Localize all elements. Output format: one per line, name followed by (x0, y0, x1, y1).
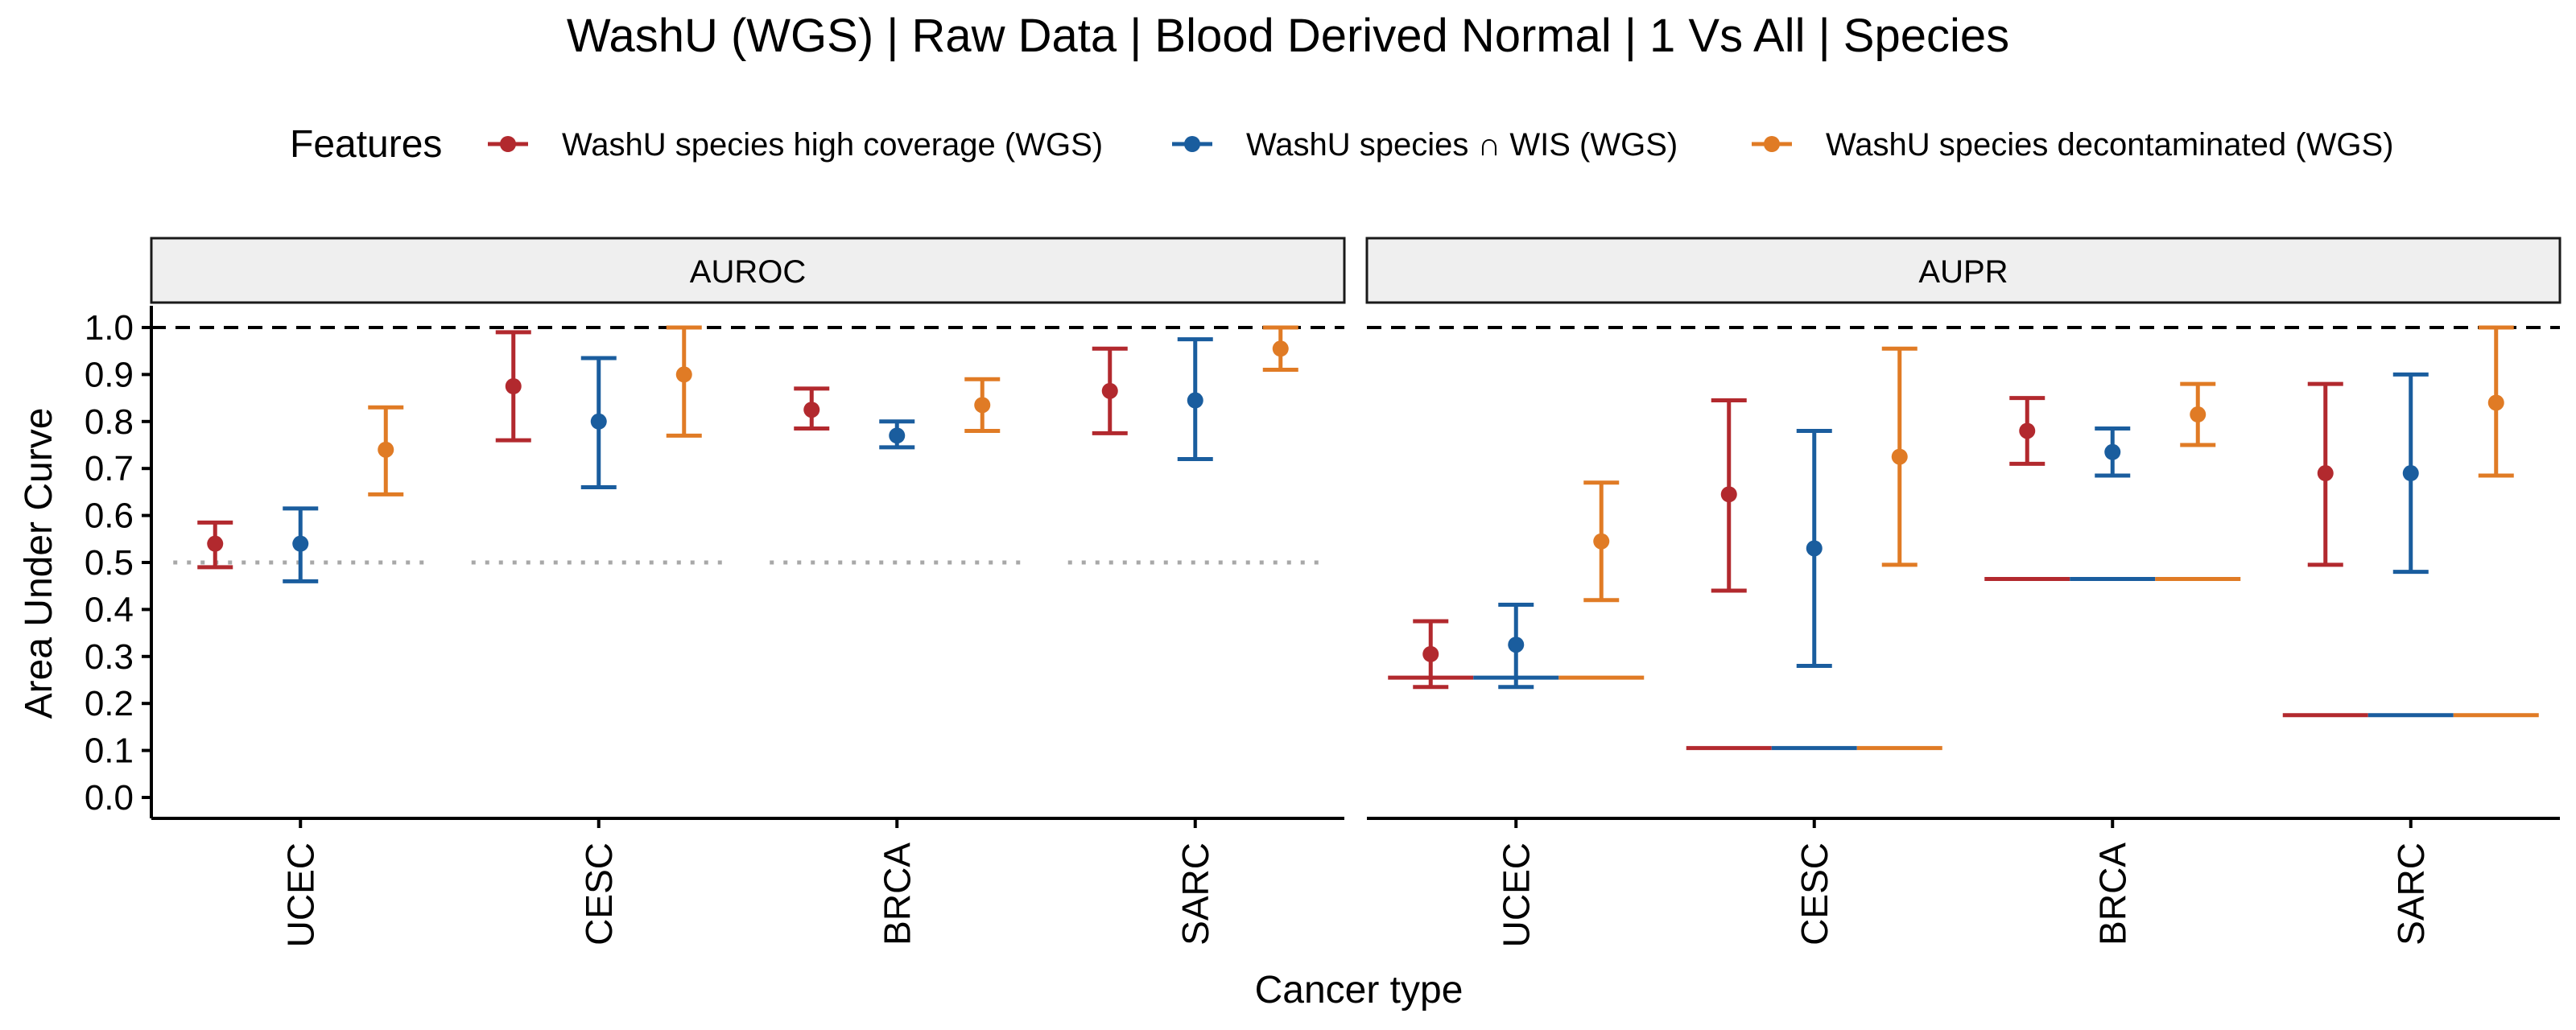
y-tick-label: 0.4 (85, 590, 134, 629)
data-point (2104, 443, 2121, 460)
data-point (1891, 448, 1908, 465)
data-point (207, 535, 224, 552)
y-tick-label: 0.5 (85, 543, 134, 583)
data-point (1101, 382, 1118, 399)
data-point (675, 366, 692, 383)
x-tick-label: BRCA (2091, 843, 2133, 946)
data-point (1187, 392, 1203, 409)
data-point (974, 397, 991, 414)
panel-strip-label: AUROC (690, 254, 806, 290)
data-point (505, 378, 522, 394)
x-tick-label: UCEC (1495, 843, 1537, 947)
data-point (2487, 394, 2504, 411)
panels: AUROC UCEC CESC BRCA SARC 0.0 0.1 0.2 0.3 0.4 0.5 0… (85, 237, 2562, 947)
legend-entry-label: WashU species high coverage (WGS) (562, 127, 1103, 163)
y-tick-label: 0.0 (85, 778, 134, 818)
y-tick-label: 0.9 (85, 355, 134, 394)
x-tick-label: CESC (1794, 843, 1835, 946)
legend-entry-label: WashU species decontaminated (WGS) (1826, 127, 2393, 163)
x-tick-label: SARC (2390, 843, 2432, 946)
x-tick-label: CESC (578, 843, 620, 946)
data-point (2317, 465, 2334, 482)
data-point (1272, 340, 1289, 357)
data-point (2190, 406, 2207, 423)
x-axis-label: Cancer type (1255, 969, 1463, 1011)
panel-aupr: AUPR UCEC CESC BRCA SARC (1365, 237, 2562, 947)
data-point (1593, 533, 1610, 550)
data-point (1508, 637, 1525, 653)
panel-auroc: AUROC UCEC CESC BRCA SARC 0.0 0.1 0.2 0.3 0.4 0.5 0… (85, 237, 1346, 947)
y-tick-label: 0.7 (85, 449, 134, 488)
legend: Features WashU species high coverage (WG… (290, 123, 2393, 166)
data-point (2402, 465, 2419, 482)
data-point (378, 441, 394, 458)
x-tick-label: BRCA (876, 843, 918, 946)
y-tick-label: 0.2 (85, 684, 134, 723)
y-tick-label: 0.1 (85, 731, 134, 771)
legend-key-point (500, 136, 516, 152)
data-point (2019, 422, 2036, 439)
data-point (889, 427, 906, 444)
panel-strip-label: AUPR (1918, 254, 2008, 290)
y-tick-label: 0.6 (85, 496, 134, 536)
y-axis-label: Area Under Curve (18, 408, 60, 719)
data-point (803, 402, 820, 418)
panel-strip (1365, 237, 2562, 304)
x-tick-label: SARC (1174, 843, 1216, 946)
panel-strip (150, 237, 1346, 304)
legend-key-point (1184, 136, 1200, 152)
data-point (1720, 486, 1737, 503)
y-tick-label: 0.3 (85, 637, 134, 677)
data-point (1806, 540, 1823, 557)
data-point (292, 535, 309, 552)
y-tick-label: 0.8 (85, 402, 134, 442)
y-tick-label: 1.0 (85, 308, 134, 348)
x-tick-label: UCEC (279, 843, 321, 947)
legend-entry-label: WashU species ∩ WIS (WGS) (1246, 127, 1678, 163)
legend-key-point (1764, 136, 1780, 152)
chart-title: WashU (WGS) | Raw Data | Blood Derived N… (567, 10, 2009, 62)
legend-title: Features (290, 123, 442, 166)
data-point (1422, 645, 1439, 662)
data-point (590, 413, 607, 430)
